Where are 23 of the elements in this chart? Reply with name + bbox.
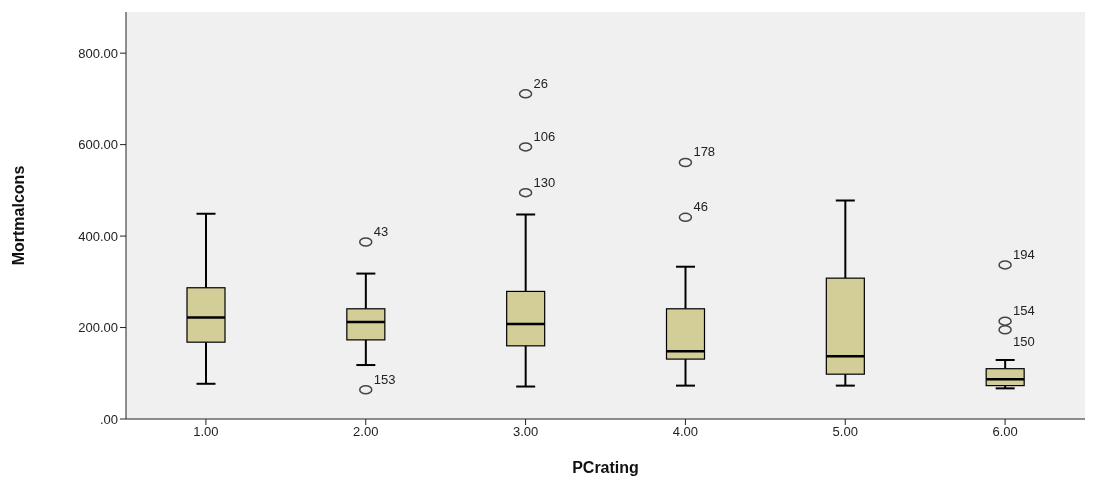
y-tick-label: 600.00 [78, 137, 118, 153]
x-tick-label: 3.00 [512, 424, 539, 440]
y-tick-label: 200.00 [78, 320, 118, 336]
x-tick-label: 5.00 [832, 424, 858, 440]
annotation: 46 [693, 199, 708, 215]
x-tick-label: 2.00 [353, 424, 379, 440]
annotation: 154 [1013, 303, 1035, 319]
x-tick-label: 1.00 [193, 424, 219, 440]
annotation: 194 [1013, 246, 1035, 262]
y-tick-label: .00 [99, 411, 118, 427]
annotation: 130 [533, 174, 556, 190]
x-tick-label: 4.00 [672, 424, 699, 440]
y-tick-label: 800.00 [78, 45, 118, 61]
x-axis-title: PCrating [572, 459, 639, 476]
annotation: 178 [693, 144, 716, 160]
annotation: 43 [373, 224, 389, 240]
annotation: 106 [533, 128, 556, 144]
y-axis-title: Mortmalcons [9, 165, 27, 266]
annotation: 150 [1013, 333, 1035, 349]
annotation: 153 [373, 371, 396, 387]
y-tick-label: 400.00 [78, 228, 118, 244]
annotation: 26 [533, 75, 549, 91]
x-tick-label: 6.00 [992, 424, 1018, 440]
